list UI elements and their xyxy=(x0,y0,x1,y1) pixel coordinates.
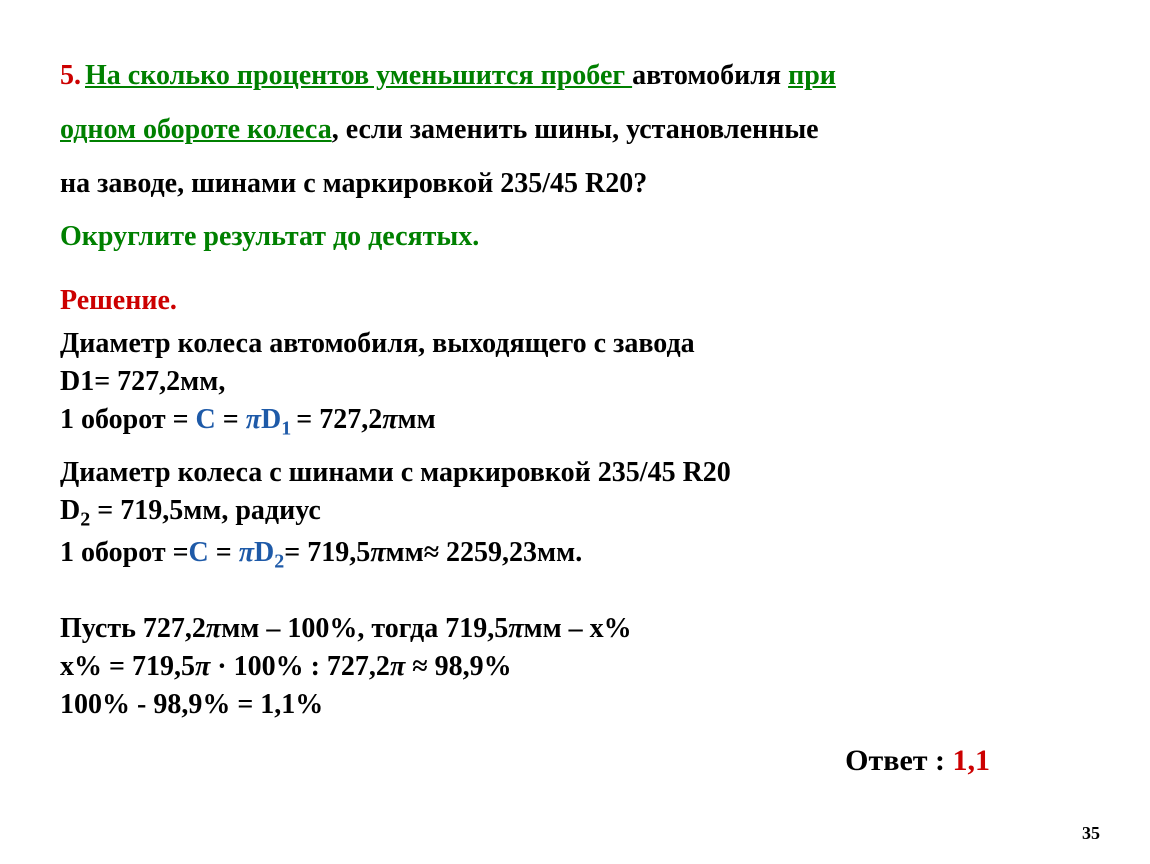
answer-value: 1,1 xyxy=(953,744,991,777)
problem-part5: , если заменить шины, установленные xyxy=(332,114,819,145)
line8-pi2: π xyxy=(390,651,412,682)
line3-pi2: π xyxy=(382,404,397,435)
solution-line8: х% = 719,5π · 100% : 727,2π ≈ 98,9% xyxy=(60,648,1090,686)
line8-pi1: π xyxy=(195,651,217,682)
line3-d: D xyxy=(261,404,281,435)
line3-sub: 1 xyxy=(281,417,296,439)
problem-rounding: Округлите результат до десятых. xyxy=(60,211,1090,263)
line6-d: D xyxy=(254,537,274,568)
line5-sub: 2 xyxy=(80,509,90,531)
problem-part2: автомобиля xyxy=(632,60,788,91)
line7-pi1: π xyxy=(206,613,221,644)
line8-part3: ≈ 98,9% xyxy=(412,651,511,682)
line5-rest: = 719,5мм, радиус xyxy=(90,495,321,526)
solution-line9: 100% - 98,9% = 1,1% xyxy=(60,686,1090,724)
line6-part3: мм≈ 2259,23мм. xyxy=(386,537,583,568)
page-number: 35 xyxy=(1082,823,1100,844)
solution-line5: D2 = 719,5мм, радиус xyxy=(60,492,1090,534)
problem-statement: 5. На сколько процентов уменьшится пробе… xyxy=(60,50,1090,102)
line6-part2: = 719,5 xyxy=(284,537,370,568)
problem-part6: на заводе, шинами с маркировкой 235/45 R… xyxy=(60,168,647,199)
line7-part2: мм – 100%, тогда 719,5 xyxy=(221,613,508,644)
line7-part3: мм – х% xyxy=(524,613,632,644)
line6-pi2: π xyxy=(370,537,385,568)
problem-part3: при xyxy=(788,60,836,91)
solution-line2: D1= 727,2мм, xyxy=(60,363,1090,401)
problem-statement-line3: на заводе, шинами с маркировкой 235/45 R… xyxy=(60,158,1090,210)
answer-line: Ответ : 1,1 xyxy=(60,744,1090,778)
problem-number: 5. xyxy=(60,60,81,91)
line3-eq: = xyxy=(216,404,246,435)
line6-eq: = xyxy=(209,537,239,568)
solution-title: Решение. xyxy=(60,285,1090,317)
solution-line6: 1 оборот =С = πD2= 719,5πмм≈ 2259,23мм. xyxy=(60,534,1090,576)
answer-label: Ответ : xyxy=(845,744,952,777)
line8-part2: · 100% : 727,2 xyxy=(217,651,390,682)
line7-part1: Пусть 727,2 xyxy=(60,613,206,644)
line8-part1: х% = 719,5 xyxy=(60,651,195,682)
problem-part4: одном обороте колеса xyxy=(60,114,332,145)
line3-part2: = 727,2 xyxy=(296,404,382,435)
line6-part1: 1 оборот = xyxy=(60,537,189,568)
rounding-text: Округлите результат до десятых. xyxy=(60,221,479,252)
line3-part3: мм xyxy=(398,404,436,435)
solution-line3: 1 оборот = С = πD1 = 727,2πмм xyxy=(60,401,1090,443)
solution-line1: Диаметр колеса автомобиля, выходящего с … xyxy=(60,325,1090,363)
line3-pi: π xyxy=(246,404,261,435)
line5-d: D xyxy=(60,495,80,526)
problem-part1: На сколько процентов уменьшится пробег xyxy=(85,60,632,91)
line6-pi: π xyxy=(239,537,254,568)
solution-line7: Пусть 727,2πмм – 100%, тогда 719,5πмм – … xyxy=(60,610,1090,648)
line6-c: С xyxy=(189,537,209,568)
line3-part1: 1 оборот = xyxy=(60,404,196,435)
line3-c: С xyxy=(196,404,216,435)
problem-statement-line2: одном обороте колеса, если заменить шины… xyxy=(60,104,1090,156)
line7-pi2: π xyxy=(508,613,523,644)
solution-line4: Диаметр колеса с шинами с маркировкой 23… xyxy=(60,454,1090,492)
line6-sub: 2 xyxy=(274,550,284,572)
